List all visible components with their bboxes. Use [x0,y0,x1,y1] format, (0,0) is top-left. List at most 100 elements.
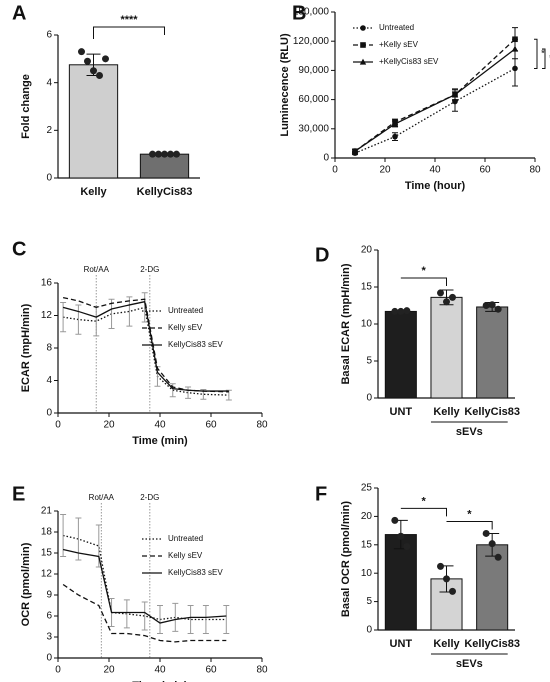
significance-bracket [93,26,165,39]
series-line [354,48,516,152]
x-tick-label: 80 [256,665,268,676]
error-bar [123,599,130,629]
x-tick-label: 80 [256,420,268,431]
y-tick-label: 30,000 [298,123,329,134]
event-label: Rot/AA [89,493,115,502]
panel-letter: E [12,483,25,505]
y-tick-label: 25 [361,483,373,494]
x-tick-label: Kelly [433,406,460,418]
y-tick-label: 10 [361,568,373,579]
y-tick-label: 0 [46,653,52,664]
y-axis-label: ECAR (mpH/min) [20,303,32,392]
y-tick-label: 12 [41,310,53,321]
event-label: 2-DG [140,493,159,502]
y-tick-label: 15 [361,539,373,550]
legend-label: Untreated [168,306,203,315]
legend-label: Kelly sEV [168,551,203,560]
data-point [96,72,103,80]
data-point [443,298,450,306]
series-line [62,306,229,396]
series-line [354,67,516,154]
y-tick-label: 5 [366,596,372,607]
y-tick-label: 6 [46,30,52,41]
y-axis-label: Basal OCR (pmol/min) [340,501,352,617]
x-axis-label: Time (min) [132,435,188,447]
data-point [155,150,162,158]
x-tick-label: 80 [529,165,541,176]
data-point [397,532,405,540]
data-point [488,301,496,309]
error-bar [75,304,82,335]
legend-label: +Kelly sEV [379,40,419,49]
significance-bracket [542,48,546,69]
error-bar [185,386,192,399]
x-tick-label: 60 [205,420,217,431]
significance-bracket [400,277,447,286]
data-point [494,305,502,313]
data-point [403,543,411,551]
y-tick-label: 2 [46,125,52,136]
y-tick-label: 4 [46,375,52,386]
data-point [391,516,399,524]
significance-label: * [422,265,427,277]
x-tick-label: KellyCis83 [464,638,520,650]
x-tick-label: Kelly [433,638,460,650]
y-tick-label: 150,000 [293,7,330,18]
significance-bracket [534,38,538,69]
y-tick-label: 15 [361,282,373,293]
series-line [62,300,229,392]
event-label: Rot/AA [84,265,110,274]
y-axis-label: OCR (pmol/min) [20,542,32,626]
legend-label: KellyCis83 sEV [168,568,223,577]
bar [68,64,119,179]
y-tick-label: 20 [361,511,373,522]
data-point [512,65,518,72]
data-point [392,133,398,140]
x-tick-label: UNT [390,406,413,418]
x-tick-label: 20 [103,665,115,676]
y-tick-label: 0 [366,625,372,636]
bar [476,544,509,631]
data-point [437,289,444,297]
data-point [449,587,456,595]
y-axis-label: Luminecence (RLU) [279,33,291,137]
y-tick-label: 3 [46,632,52,643]
error-bar [223,605,230,634]
data-point [443,575,450,583]
legend-label: KellyCis83 sEV [168,340,223,349]
data-point [391,307,399,315]
data-point [167,150,174,158]
y-tick-label: 60,000 [298,94,329,105]
error-bar [187,605,194,634]
x-tick-label: 20 [103,420,115,431]
data-point [449,293,456,301]
event-label: 2-DG [140,265,159,274]
x-tick-label: 0 [55,420,61,431]
x-tick-label: KellyCis83 [137,186,193,198]
legend-label: Kelly sEV [168,323,203,332]
panel-letter: F [315,483,327,505]
y-tick-label: 0 [46,408,52,419]
series-line [62,296,229,393]
x-tick-label: UNT [390,638,413,650]
y-tick-label: 15 [41,548,53,559]
error-bar [141,601,148,631]
data-point [173,150,180,158]
data-point [451,91,459,98]
legend-label: +KellyCis83 sEV [379,57,439,66]
x-tick-label: KellyCis83 [464,406,520,418]
panel-letter: D [315,244,329,266]
data-point [84,57,91,65]
x-axis-label: Time (hour) [405,180,466,192]
error-bar [126,296,133,327]
data-point [391,120,399,127]
y-tick-label: 9 [46,590,52,601]
y-axis-label: Fold change [20,74,32,139]
y-tick-label: 10 [361,319,373,330]
series-line [354,38,516,152]
y-tick-label: 8 [46,343,52,354]
error-bar [141,292,148,323]
x-tick-label: Kelly [80,186,107,198]
panel-letter: C [12,238,26,260]
